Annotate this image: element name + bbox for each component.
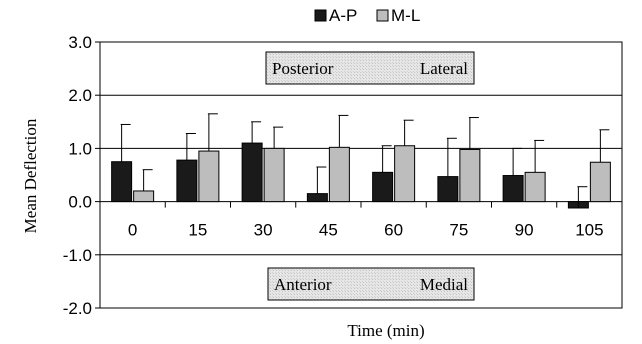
anterior-medial-box	[267, 267, 475, 301]
bar-m-l-90	[524, 171, 546, 203]
y-tick-label: 3.0	[68, 33, 92, 52]
posterior-lateral-box-right-label: Lateral	[420, 59, 468, 78]
bar-m-l-0	[133, 190, 155, 203]
bar-a-p-90	[502, 175, 524, 203]
anterior-medial-box-left-label: Anterior	[274, 275, 332, 294]
legend-label-a-p: A-P	[329, 6, 357, 25]
x-tick-label: 75	[449, 221, 468, 240]
legend: A-P M-L	[314, 6, 420, 25]
bar-m-l-105	[589, 161, 611, 203]
x-tick-label: 90	[515, 221, 534, 240]
x-axis-label: Time (min)	[347, 321, 424, 340]
bar-a-p-15	[176, 159, 198, 203]
bar-m-l-75	[459, 148, 481, 203]
y-tick-label: 1.0	[68, 139, 92, 158]
x-tick-label: 0	[128, 221, 137, 240]
posterior-lateral-box-left-label: Posterior	[272, 59, 334, 78]
x-tick-label: 15	[188, 221, 207, 240]
legend-swatch-a-p	[314, 9, 327, 22]
bar-a-p-45	[306, 193, 328, 203]
axes: 3.0 2.0 1.0 0.0 -1.0 -2.0 0 15 30 45 60 75 90 105	[63, 33, 623, 318]
bars	[111, 142, 611, 209]
bar-m-l-30	[263, 147, 285, 203]
anterior-medial-box-right-label: Medial	[420, 275, 468, 294]
annotation-boxes: Posterior Lateral Anterior Medial	[265, 51, 475, 301]
y-axis-label: Mean Deflection	[21, 118, 40, 233]
bar-a-p-30	[241, 142, 263, 203]
x-tick-label: 45	[319, 221, 338, 240]
bar-a-p-60	[372, 171, 394, 203]
bar-m-l-15	[198, 150, 220, 203]
legend-label-m-l: M-L	[391, 6, 420, 25]
posterior-lateral-box	[265, 51, 475, 85]
bar-a-p-75	[437, 176, 459, 203]
bar-m-l-60	[394, 145, 416, 203]
y-tick-label: -2.0	[63, 299, 92, 318]
y-tick-label: 0.0	[68, 193, 92, 212]
x-tick-label: 60	[384, 221, 403, 240]
x-tick-label: 105	[575, 221, 603, 240]
x-tick-label: 30	[254, 221, 273, 240]
legend-swatch-m-l	[376, 9, 389, 22]
y-tick-label: -1.0	[63, 246, 92, 265]
error-bars	[120, 113, 610, 208]
plot-frame	[99, 41, 623, 309]
bar-a-p-0	[111, 161, 133, 203]
bar-m-l-45	[328, 146, 350, 203]
y-tick-label: 2.0	[68, 86, 92, 105]
